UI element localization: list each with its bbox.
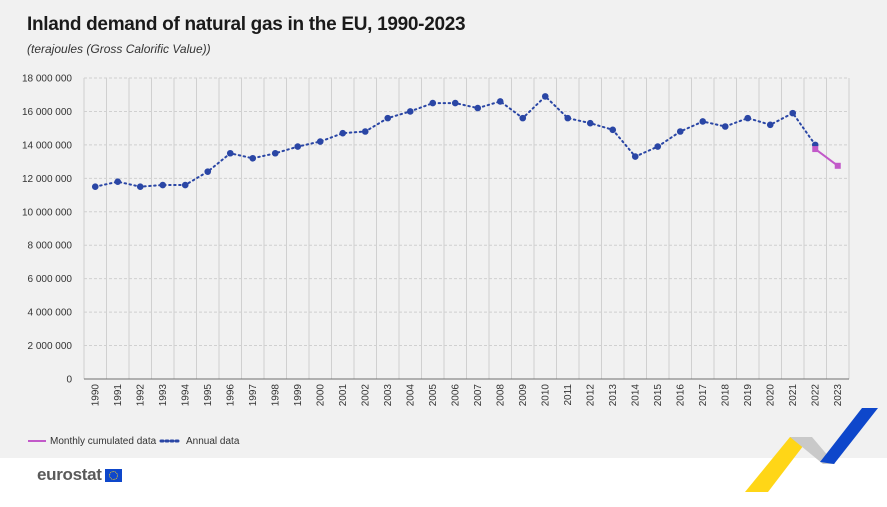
annual-data-point bbox=[474, 104, 482, 112]
eurostat-logo-text: eurostat bbox=[37, 465, 102, 484]
annual-data-point bbox=[586, 119, 594, 127]
annual-data-point bbox=[294, 143, 302, 150]
x-tick-label: 2015 bbox=[653, 384, 664, 407]
series-0 bbox=[812, 146, 841, 169]
y-tick-label: 10 000 000 bbox=[22, 207, 72, 218]
annual-data-point bbox=[91, 183, 99, 190]
x-tick-label: 2006 bbox=[450, 384, 461, 407]
annual-data-point bbox=[226, 149, 234, 157]
annual-data-point bbox=[564, 114, 572, 122]
annual-data-point bbox=[721, 123, 729, 130]
x-tick-label: 2021 bbox=[788, 384, 799, 407]
x-tick-label: 1997 bbox=[248, 384, 259, 407]
annual-data-point bbox=[789, 109, 797, 117]
x-tick-label: 1991 bbox=[113, 384, 124, 407]
monthly-series-line bbox=[814, 148, 839, 167]
x-tick-label: 2007 bbox=[473, 384, 484, 407]
x-tick-label: 2019 bbox=[743, 384, 754, 407]
x-tick-label: 2012 bbox=[585, 384, 596, 407]
annual-data-point bbox=[744, 114, 752, 122]
x-tick-label: 1993 bbox=[158, 384, 169, 407]
annual-data-point bbox=[699, 118, 707, 125]
x-axis-tick-labels: 1990 1991 1992 1993 1994 1995 1996 1997 1998 1999… bbox=[90, 384, 844, 407]
x-tick-label: 1998 bbox=[270, 384, 281, 407]
y-tick-label: 6 000 000 bbox=[28, 274, 73, 285]
annual-data-point bbox=[496, 98, 504, 105]
series-layer bbox=[91, 93, 841, 190]
legend-monthly-label: Monthly cumulated data bbox=[50, 436, 157, 447]
x-tick-label: 2022 bbox=[810, 384, 821, 407]
annual-data-point bbox=[159, 181, 167, 189]
x-tick-label: 1990 bbox=[90, 384, 101, 407]
annual-data-point bbox=[384, 114, 392, 122]
annual-data-point bbox=[271, 149, 279, 157]
x-tick-label: 1999 bbox=[293, 384, 304, 407]
y-tick-label: 12 000 000 bbox=[22, 174, 72, 185]
chart-title: Inland demand of natural gas in the EU, … bbox=[27, 14, 466, 35]
annual-data-point bbox=[406, 108, 414, 115]
legend: Monthly cumulated data Annual data bbox=[28, 436, 240, 447]
vertical-gridlines bbox=[83, 78, 850, 379]
x-tick-label: 2023 bbox=[833, 384, 844, 407]
eu-flag-icon bbox=[104, 468, 122, 482]
legend-annual-label: Annual data bbox=[186, 436, 240, 447]
annual-data-point bbox=[339, 129, 347, 137]
x-tick-label: 2008 bbox=[495, 384, 506, 407]
annual-data-point bbox=[204, 168, 212, 175]
y-tick-label: 0 bbox=[66, 375, 72, 386]
annual-data-point bbox=[114, 178, 122, 185]
x-tick-label: 2000 bbox=[315, 384, 326, 407]
monthly-data-point bbox=[812, 146, 819, 153]
swoosh-blue-shape bbox=[820, 408, 878, 464]
y-tick-label: 8 000 000 bbox=[28, 241, 73, 252]
x-tick-label: 2016 bbox=[675, 384, 686, 407]
x-tick-label: 2005 bbox=[428, 384, 439, 407]
x-tick-label: 2017 bbox=[698, 384, 709, 407]
y-tick-label: 2 000 000 bbox=[28, 341, 73, 352]
x-tick-label: 1995 bbox=[203, 384, 214, 407]
x-tick-label: 2009 bbox=[518, 384, 529, 407]
x-tick-label: 2001 bbox=[338, 384, 349, 407]
annual-series-line bbox=[94, 95, 817, 188]
x-tick-label: 1994 bbox=[180, 384, 191, 407]
swoosh-yellow-shape bbox=[745, 437, 810, 492]
annual-data-point bbox=[631, 153, 639, 160]
x-tick-label: 1992 bbox=[135, 384, 146, 407]
x-tick-label: 2002 bbox=[360, 384, 371, 407]
x-tick-label: 1996 bbox=[225, 384, 236, 407]
annual-data-point bbox=[316, 138, 324, 145]
y-tick-label: 4 000 000 bbox=[28, 308, 73, 319]
annual-data-point bbox=[136, 183, 144, 190]
annual-data-point bbox=[361, 128, 369, 135]
x-tick-label: 2020 bbox=[765, 384, 776, 407]
annual-data-point bbox=[766, 121, 774, 129]
x-tick-label: 2010 bbox=[540, 384, 551, 407]
series-1 bbox=[91, 93, 819, 190]
x-tick-label: 2004 bbox=[405, 384, 416, 407]
y-tick-label: 14 000 000 bbox=[22, 140, 72, 151]
y-tick-label: 16 000 000 bbox=[22, 107, 72, 118]
annual-data-point bbox=[429, 99, 437, 107]
y-tick-label: 18 000 000 bbox=[22, 74, 72, 85]
x-tick-label: 2018 bbox=[720, 384, 731, 407]
brand-swoosh-decoration bbox=[745, 408, 878, 492]
annual-data-point bbox=[519, 114, 527, 122]
monthly-data-point bbox=[834, 162, 841, 169]
annual-data-point bbox=[249, 154, 257, 162]
chart-subtitle: (terajoules (Gross Calorific Value)) bbox=[27, 42, 211, 56]
annual-data-point bbox=[676, 128, 684, 135]
annual-data-point bbox=[541, 93, 549, 100]
x-tick-label: 2003 bbox=[383, 384, 394, 407]
x-tick-label: 2011 bbox=[563, 384, 574, 406]
y-axis-tick-labels: 0 2 000 000 4 000 000 6 000 000 8 000 000 10 … bbox=[22, 74, 73, 386]
x-tick-label: 2013 bbox=[608, 384, 619, 407]
annual-data-point bbox=[181, 181, 189, 189]
horizontal-gridlines bbox=[84, 77, 849, 380]
x-tick-label: 2014 bbox=[630, 384, 641, 407]
eurostat-logo: eurostat bbox=[37, 465, 122, 485]
annual-data-point bbox=[451, 99, 459, 107]
annual-data-point bbox=[654, 143, 662, 150]
annual-data-point bbox=[609, 126, 617, 134]
